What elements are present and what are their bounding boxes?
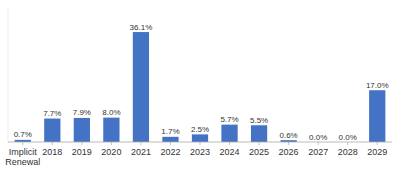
data-label: 0.0% [309, 133, 327, 142]
y-axis-line [8, 8, 9, 142]
x-tick [229, 142, 230, 145]
bar [221, 125, 237, 142]
x-tick [140, 142, 141, 145]
chart: 0.7% 7.7% 7.9% 8.0% 36.1% 1.7% 2.5% 5.7% 5.5% 0.6… [0, 0, 400, 178]
x-tick-label: 2024 [220, 147, 240, 157]
data-label: 5.5% [250, 116, 268, 125]
data-label: 8.0% [102, 108, 120, 117]
x-tick [288, 142, 289, 145]
x-tick-label: 2025 [249, 147, 269, 157]
data-label: 7.9% [73, 108, 91, 117]
data-label: 2.5% [191, 125, 209, 134]
x-tick [111, 142, 112, 145]
x-tick-label: 2028 [338, 147, 358, 157]
data-label: 17.0% [366, 81, 389, 90]
data-label: 0.7% [14, 130, 32, 139]
data-label: 7.7% [43, 109, 61, 118]
x-tick [318, 142, 319, 145]
bar [74, 118, 90, 142]
x-tick-label: 2023 [190, 147, 210, 157]
x-tick-label: 2019 [72, 147, 92, 157]
bar [103, 118, 119, 142]
x-tick [52, 142, 53, 145]
bar [162, 137, 178, 142]
x-tick [81, 142, 82, 145]
bars [15, 32, 386, 142]
x-tick [22, 142, 23, 145]
x-tick [259, 142, 260, 145]
data-label: 0.6% [279, 131, 297, 140]
x-tick [347, 142, 348, 145]
x-tick [170, 142, 171, 145]
bar [192, 134, 208, 142]
x-tick-label: 2022 [160, 147, 180, 157]
bar [44, 119, 60, 142]
data-labels: 0.7% 7.7% 7.9% 8.0% 36.1% 1.7% 2.5% 5.7% 5.5% 0.6… [14, 23, 389, 142]
x-tick [200, 142, 201, 145]
x-tick-label: 2027 [308, 147, 328, 157]
data-label: 36.1% [130, 23, 153, 32]
x-tick-label: 2020 [101, 147, 121, 157]
x-tick-label: 2026 [279, 147, 299, 157]
axes: ImplicitRenewal2018 2019 2020 2021 2022 2023 2… [5, 8, 392, 167]
x-tick-label: 2021 [131, 147, 151, 157]
data-label: 5.7% [220, 115, 238, 124]
bar [251, 125, 267, 142]
x-tick-label: 2029 [367, 147, 387, 157]
x-tick-label: 2018 [42, 147, 62, 157]
x-tick-label: ImplicitRenewal [5, 147, 40, 167]
data-label: 1.7% [161, 127, 179, 136]
bar [369, 90, 385, 142]
bar [133, 32, 149, 142]
data-label: 0.0% [339, 133, 357, 142]
x-tick [377, 142, 378, 145]
